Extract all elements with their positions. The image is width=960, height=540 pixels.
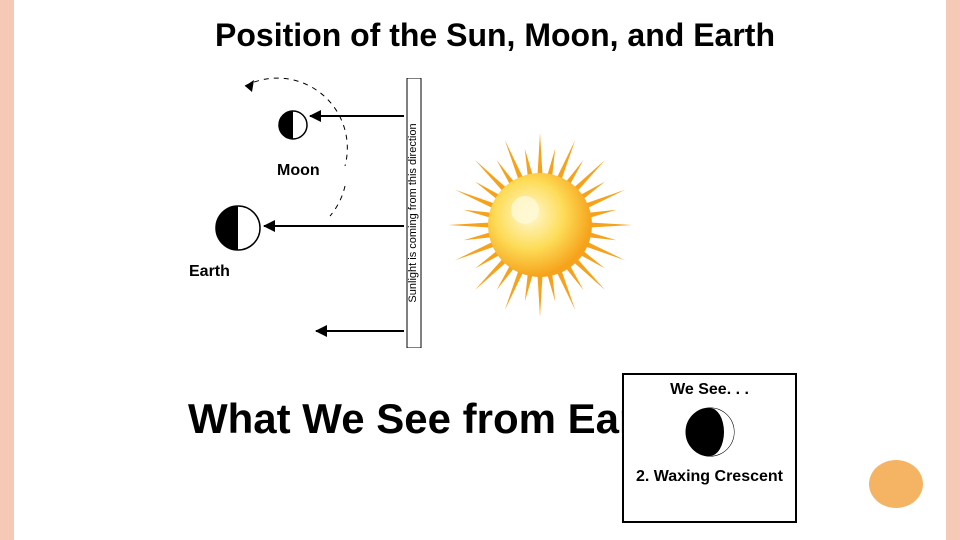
slide-border-right <box>946 0 960 540</box>
sunlight-arrow <box>264 225 404 227</box>
sunlight-direction-bar: Sunlight is coming from this direction <box>404 78 424 348</box>
phase-box: We See. . . 2. Waxing Crescent <box>622 373 797 523</box>
phase-name: 2. Waxing Crescent <box>624 468 795 486</box>
sunlight-arrow <box>316 330 404 332</box>
slide-title: Position of the Sun, Moon, and Earth <box>175 16 815 54</box>
earth-label: Earth <box>189 263 230 281</box>
phase-box-header: We See. . . <box>624 381 795 399</box>
orbit-arc <box>210 76 360 226</box>
waxing-crescent-icon <box>685 407 735 457</box>
sun-icon <box>445 130 635 320</box>
sunlight-label: Sunlight is coming from this direction <box>407 123 419 302</box>
slide-border-left <box>0 0 14 540</box>
moon-label: Moon <box>277 162 320 180</box>
moon-icon <box>278 110 308 140</box>
sunlight-arrow <box>310 115 404 117</box>
earth-icon <box>215 205 261 251</box>
corner-accent-icon <box>868 456 924 512</box>
